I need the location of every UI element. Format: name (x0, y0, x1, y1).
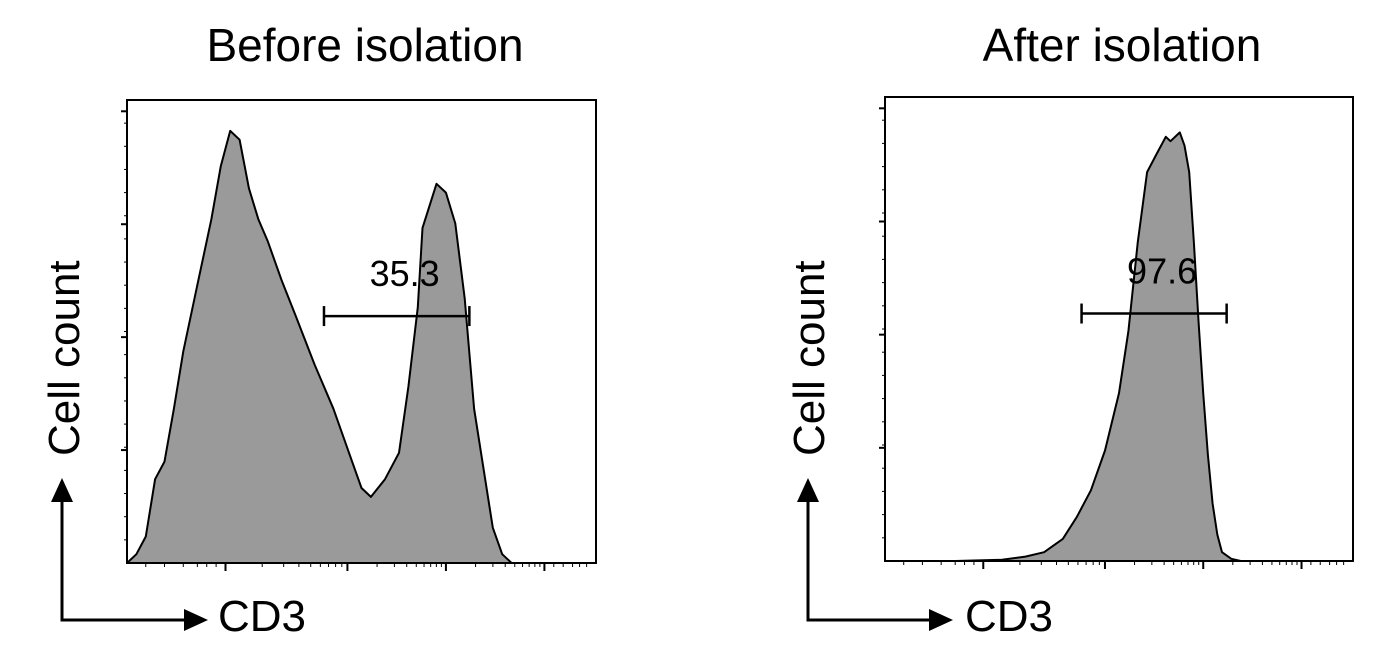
panel-before-isolation: Before isolation 35.3 Cell count CD3 (0, 0, 690, 671)
y-arrowhead-icon (797, 478, 819, 502)
x-axis-label: CD3 (218, 592, 307, 641)
axis-arrow-lines (806, 500, 931, 622)
histogram-area (126, 129, 597, 564)
y-arrowhead-icon (51, 478, 73, 502)
x-arrowhead-icon (929, 609, 953, 631)
axis-arrow-lines (60, 500, 186, 622)
histogram-after: 97.6 (797, 96, 1354, 631)
chart-title: After isolation (982, 19, 1262, 71)
gate-percentage-label: 97.6 (1127, 251, 1197, 292)
histogram-before: 35.3 (51, 99, 597, 631)
y-axis-label: Cell count (40, 260, 89, 456)
chart-title: Before isolation (206, 19, 524, 71)
x-arrowhead-icon (184, 609, 208, 631)
gate-percentage-label: 35.3 (370, 253, 440, 294)
x-axis-label: CD3 (965, 592, 1054, 641)
panel-after-isolation: After isolation 97.6 Cell count CD3 (700, 0, 1389, 671)
y-axis-label: Cell count (785, 260, 834, 456)
histogram-area (884, 131, 1354, 562)
